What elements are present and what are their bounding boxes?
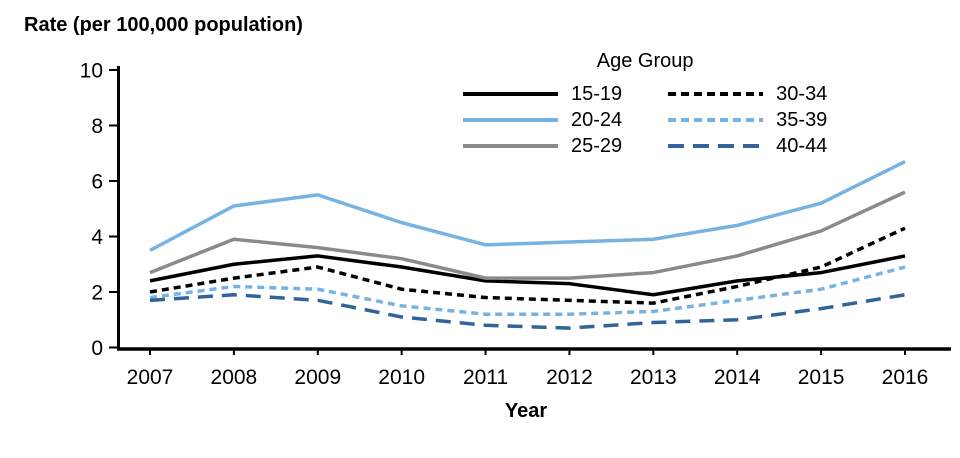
legend-item: 40-44 [668,133,827,158]
legend-label: 40-44 [776,134,828,157]
y-axis-title: Rate (per 100,000 population) [24,14,303,36]
y-tick-label: 2 [91,282,103,305]
legend-item: 15-19 [463,81,622,106]
y-tick-label: 6 [91,171,103,194]
legend-label: 15-19 [571,82,623,105]
x-axis-title: Year [504,400,548,422]
y-tick-label: 4 [91,226,103,249]
legend-label: 30-34 [776,82,828,105]
legend-line-swatch-icon [668,143,764,148]
series-line-35-39 [149,265,906,316]
legend-line-swatch-icon [668,91,764,96]
x-tick-label: 2007 [127,366,174,389]
x-tick-label: 2008 [211,366,258,389]
legend-item: 20-24 [463,107,622,132]
y-tick-label: 10 [80,60,103,83]
series-line-25-29 [149,190,906,280]
x-tick-label: 2013 [630,366,677,389]
x-tick-label: 2009 [294,366,341,389]
legend: Age Group 15-19 20-24 25-29 30-34 [463,50,827,158]
x-tick-label: 2014 [714,366,761,389]
y-tick-label: 0 [91,337,103,360]
x-tick-label: 2011 [463,366,508,389]
legend-line-swatch-icon [463,117,558,122]
series-line-40-44 [149,293,906,330]
legend-line-swatch-icon [463,91,558,96]
x-tick-label: 2010 [378,366,425,389]
legend-title: Age Group [596,50,694,72]
series-line-30-34 [149,226,906,305]
legend-label: 35-39 [776,108,828,131]
legend-item: 30-34 [668,81,827,106]
legend-column-left: 15-19 20-24 25-29 [463,81,622,158]
legend-line-swatch-icon [668,117,764,122]
x-tick-label: 2015 [798,366,845,389]
legend-item: 25-29 [463,133,622,158]
legend-line-swatch-icon [463,143,558,148]
y-tick-label: 8 [91,115,103,138]
x-tick-label: 2012 [546,366,593,389]
legend-label: 20-24 [571,108,623,131]
legend-column-right: 30-34 35-39 40-44 [668,81,827,158]
legend-item: 35-39 [668,107,827,132]
legend-columns: 15-19 20-24 25-29 30-34 35-39 40-44 [463,81,827,158]
legend-label: 25-29 [571,134,623,157]
x-tick-label: 2016 [882,366,929,389]
series-line-20-24 [149,160,906,252]
